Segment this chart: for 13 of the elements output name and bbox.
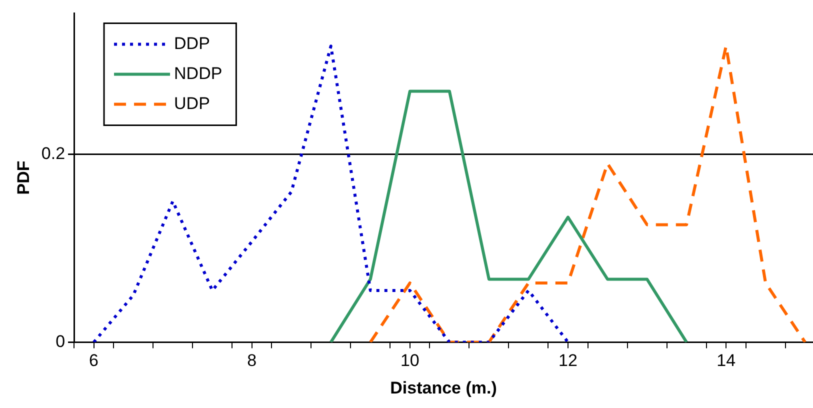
legend-label: NDDP xyxy=(174,64,222,83)
x-tick-label: 8 xyxy=(247,351,257,370)
x-tick-label: 10 xyxy=(400,351,420,370)
x-axis-title: Distance (m.) xyxy=(390,378,497,398)
x-tick-label: 6 xyxy=(89,351,99,370)
y-axis-title: PDF xyxy=(14,160,33,195)
y-tick-label: 0 xyxy=(56,332,66,351)
y-tick-label: 0.2 xyxy=(41,144,66,163)
x-tick-label: 14 xyxy=(716,351,736,370)
line-series xyxy=(368,44,807,342)
legend-label: DDP xyxy=(174,34,210,53)
legend-label: UDP xyxy=(174,94,210,113)
x-tick-label: 12 xyxy=(558,351,578,370)
